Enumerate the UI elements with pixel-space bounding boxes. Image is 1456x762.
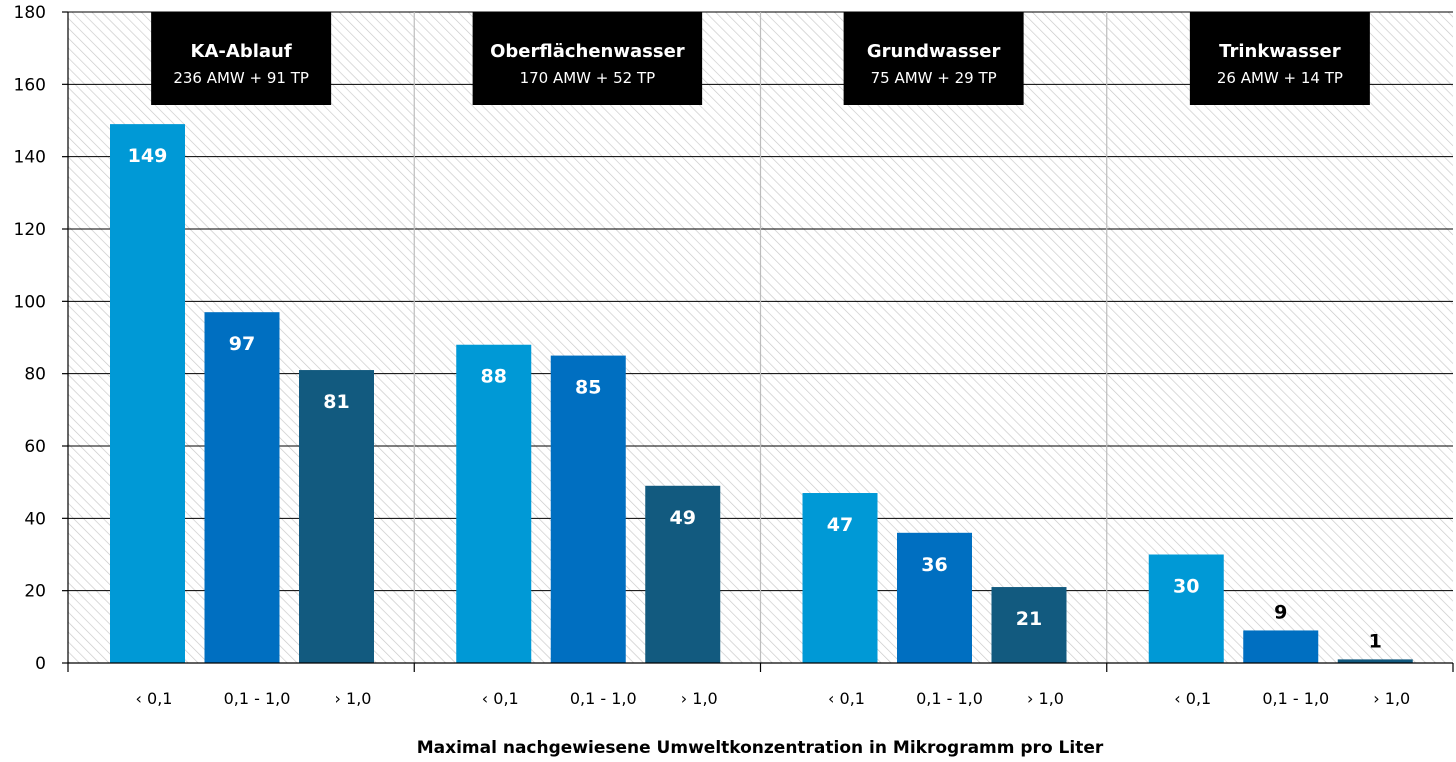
group-subtitle: 236 AMW + 91 TP [173, 69, 309, 87]
x-category-label: ‹ 0,1 [828, 689, 865, 708]
bar [1243, 630, 1319, 663]
x-category-label: › 1,0 [1373, 689, 1410, 708]
group-subtitle: 26 AMW + 14 TP [1217, 69, 1343, 87]
data-label: 85 [575, 377, 601, 399]
y-tick-label: 180 [14, 3, 46, 23]
data-label: 9 [1274, 601, 1287, 623]
data-label: 81 [323, 391, 349, 413]
x-category-label: › 1,0 [681, 689, 718, 708]
y-tick-label: 20 [24, 582, 46, 602]
x-category-label: 0,1 - 1,0 [570, 689, 637, 708]
data-label: 149 [128, 145, 168, 167]
group-header-box [151, 12, 332, 105]
data-label: 36 [921, 554, 947, 576]
y-tick-label: 120 [14, 220, 46, 240]
bar [456, 344, 532, 663]
x-category-label: ‹ 0,1 [482, 689, 519, 708]
bar [204, 312, 280, 663]
bar [991, 587, 1067, 663]
x-category-label: 0,1 - 1,0 [916, 689, 983, 708]
group-title: Trinkwasser [1219, 41, 1341, 62]
data-label: 47 [827, 514, 853, 536]
x-axis-title: Maximal nachgewiesene Umweltkonzentratio… [417, 738, 1104, 758]
bar [110, 124, 185, 663]
group-header-box [1189, 12, 1370, 105]
x-category-label: › 1,0 [335, 689, 372, 708]
x-category-label: 0,1 - 1,0 [224, 689, 291, 708]
x-category-label: ‹ 0,1 [1174, 689, 1211, 708]
bar [550, 355, 626, 663]
data-label: 97 [229, 333, 255, 355]
group-subtitle: 170 AMW + 52 TP [520, 69, 656, 87]
group-title: Grundwasser [867, 41, 1001, 62]
data-label: 30 [1173, 576, 1199, 598]
data-label: 88 [481, 366, 507, 388]
group-header-box [843, 12, 1024, 105]
y-tick-label: 160 [14, 75, 46, 95]
bar [299, 370, 374, 663]
group-title: Oberflächenwasser [490, 41, 685, 62]
group-header-box [472, 12, 703, 105]
data-label: 1 [1369, 630, 1382, 652]
data-label: 49 [670, 507, 696, 529]
x-category-label: ‹ 0,1 [136, 689, 173, 708]
x-category-label: 0,1 - 1,0 [1262, 689, 1329, 708]
bar [897, 532, 972, 663]
data-label: 21 [1016, 608, 1042, 630]
bar [1148, 554, 1224, 663]
y-tick-label: 60 [24, 437, 46, 457]
bar [802, 493, 878, 663]
y-tick-label: 140 [14, 148, 46, 168]
x-category-label: › 1,0 [1027, 689, 1064, 708]
group-title: KA-Ablauf [191, 41, 292, 62]
bar [1337, 659, 1413, 663]
y-tick-label: 80 [24, 365, 46, 385]
bar [645, 485, 721, 663]
y-tick-label: 40 [24, 509, 46, 529]
y-tick-label: 0 [35, 654, 46, 674]
group-subtitle: 75 AMW + 29 TP [871, 69, 997, 87]
y-tick-label: 100 [14, 292, 46, 312]
